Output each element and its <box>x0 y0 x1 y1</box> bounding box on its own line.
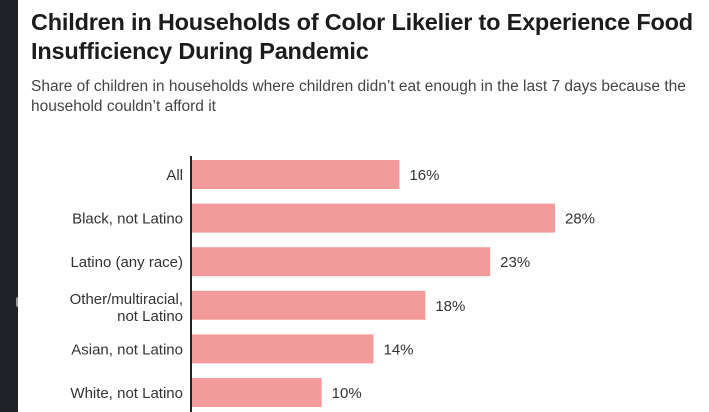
value-label: 28% <box>565 211 595 228</box>
bar <box>192 247 491 277</box>
bar <box>192 203 555 233</box>
category-label: Asian, not Latino <box>71 341 183 358</box>
category-label: Latino (any race) <box>70 254 183 271</box>
chart-title: Children in Households of Color Likelier… <box>31 9 693 64</box>
bar-chart: 16% All 28% Black, not Latino 23% Latino (any… <box>70 156 595 412</box>
bar <box>192 334 374 364</box>
value-label: 23% <box>500 254 530 271</box>
value-label: 16% <box>409 167 439 184</box>
category-label: All <box>166 167 183 184</box>
value-label: 10% <box>332 385 362 402</box>
bar <box>192 160 400 189</box>
value-label: 14% <box>384 341 414 358</box>
chart-card: Children in Households of Color Likelier… <box>18 0 709 412</box>
category-label: Other/multiracial, not Latino <box>70 291 183 325</box>
category-label: White, not Latino <box>70 385 183 402</box>
bar <box>192 378 322 407</box>
value-label: 18% <box>435 298 465 315</box>
bar <box>192 290 426 320</box>
chart-subtitle: Share of children in households where ch… <box>31 78 686 115</box>
category-label: Black, not Latino <box>72 211 183 228</box>
